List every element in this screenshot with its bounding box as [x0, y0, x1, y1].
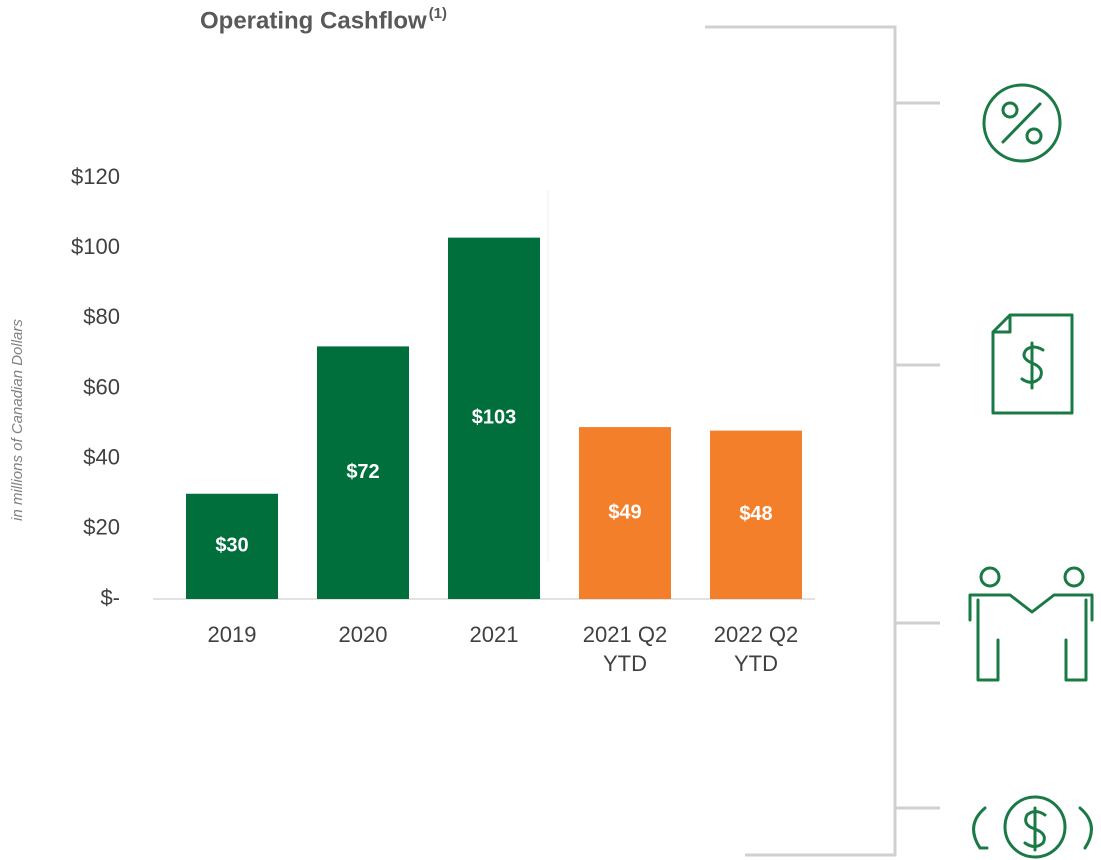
y-tick-label: $40	[83, 444, 120, 469]
x-tick-label: 2020	[339, 622, 388, 647]
bracket	[705, 25, 940, 857]
value-label: $48	[739, 503, 772, 525]
value-label: $72	[346, 461, 379, 483]
value-label: $103	[472, 407, 517, 429]
x-tick-label: 2022 Q2 YTD	[714, 622, 798, 676]
y-tick-label: $100	[71, 234, 120, 259]
bar	[710, 430, 802, 599]
x-tick-label: 2021	[470, 622, 519, 647]
y-tick-label: $120	[71, 164, 120, 189]
y-tick-label: $80	[83, 304, 120, 329]
bar	[579, 427, 671, 599]
y-tick-label: $60	[83, 374, 120, 399]
value-label: $30	[215, 535, 248, 557]
x-tick-label: 2019	[208, 622, 257, 647]
invoice-icon	[991, 313, 1074, 415]
bar	[317, 346, 409, 599]
handshake-icon	[968, 566, 1094, 682]
y-tick-label: $20	[83, 515, 120, 540]
value-label: $49	[608, 501, 641, 523]
chart-title: Operating Cashflow	[200, 7, 427, 34]
title-note: (1)	[429, 5, 447, 22]
bar	[448, 237, 540, 599]
bar	[186, 493, 278, 599]
cashflow-icon	[972, 795, 1093, 859]
y-axis-label: in millions of Canadian Dollars	[9, 319, 26, 521]
percent-icon	[982, 83, 1062, 163]
y-tick-label: $-	[100, 585, 120, 610]
x-tick-label: 2021 Q2 YTD	[583, 622, 667, 676]
